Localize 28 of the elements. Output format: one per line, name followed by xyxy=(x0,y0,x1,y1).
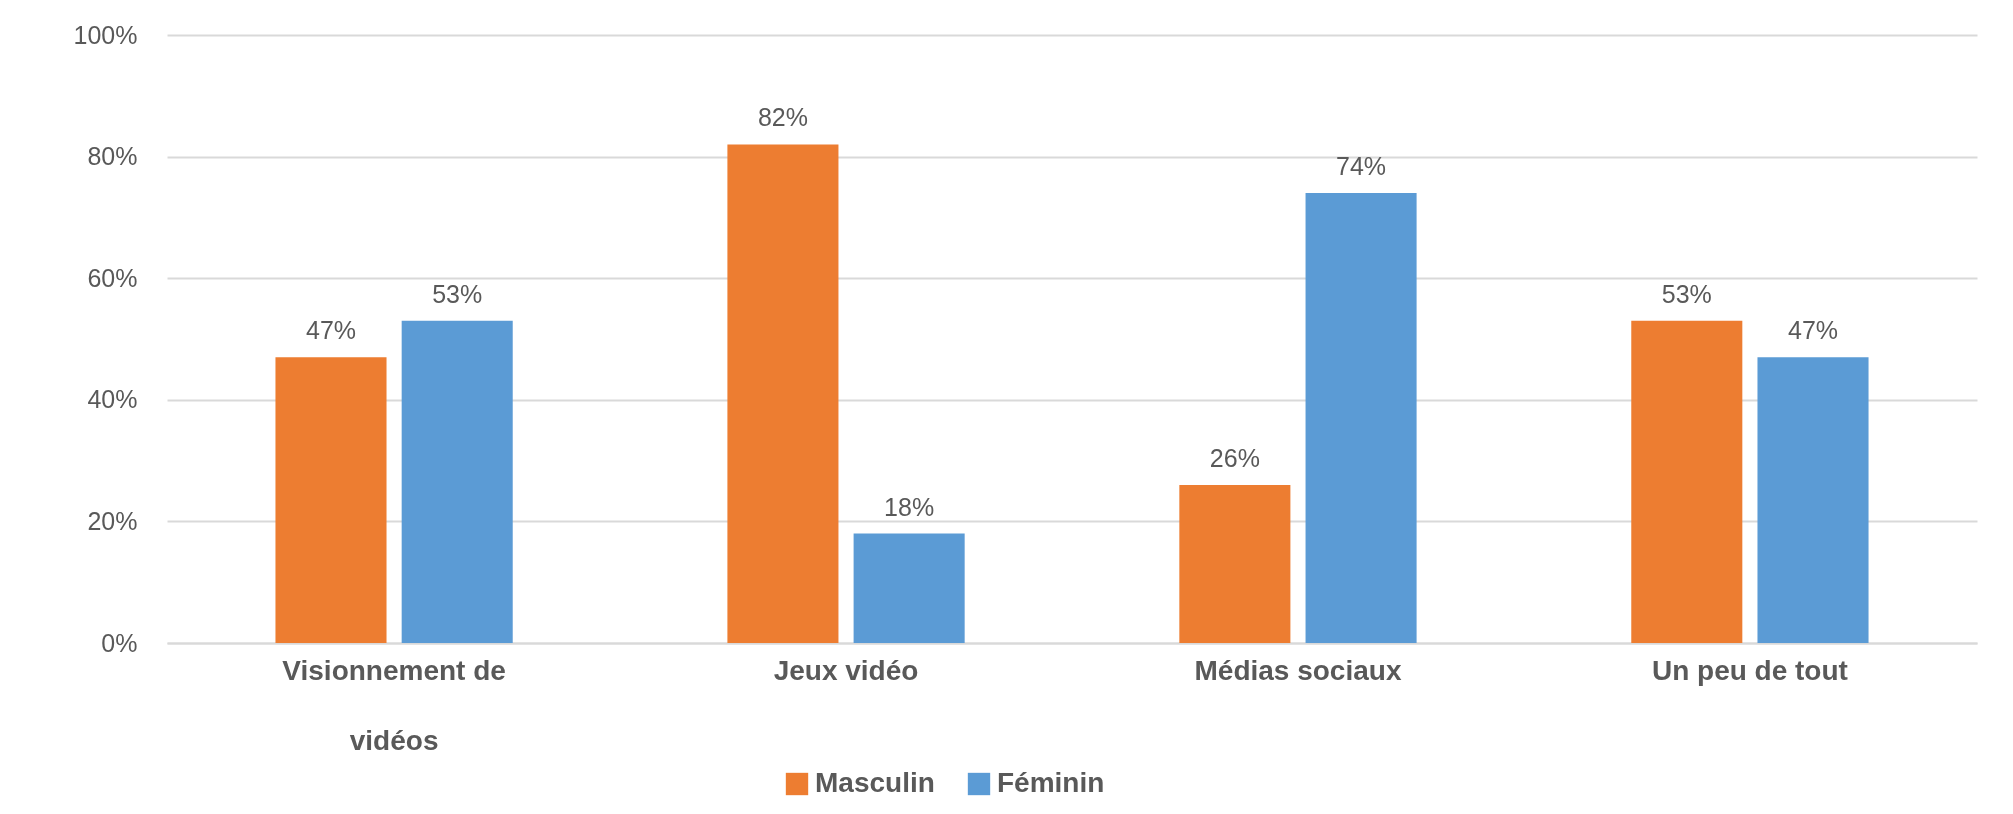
legend-label: Féminin xyxy=(997,767,1105,798)
data-label: 74% xyxy=(1336,152,1387,181)
x-tick-label: Jeux vidéo xyxy=(773,654,919,686)
x-tick-label: Médias sociaux xyxy=(1194,654,1402,686)
bar xyxy=(1631,320,1743,643)
data-label: 47% xyxy=(1787,316,1839,345)
data-label: 53% xyxy=(1661,279,1712,308)
data-label: 53% xyxy=(432,279,483,308)
data-label: 26% xyxy=(1209,443,1260,472)
bar xyxy=(1179,484,1291,643)
bar xyxy=(853,533,965,643)
y-tick-label: 40% xyxy=(87,385,138,414)
y-tick-label: 100% xyxy=(73,20,138,49)
legend-label: Masculin xyxy=(815,767,935,798)
bar xyxy=(401,320,513,643)
category-label: Visionnement de vidéos xyxy=(282,654,506,756)
bar xyxy=(275,357,387,643)
x-tick-label: Un peu de tout xyxy=(1651,654,1848,686)
y-tick-label: 80% xyxy=(87,142,138,171)
data-label: 18% xyxy=(884,492,935,521)
y-tick-label: 0% xyxy=(101,628,138,657)
y-tick-label: 60% xyxy=(87,263,138,292)
data-label: 82% xyxy=(757,103,808,132)
bar xyxy=(1757,357,1869,643)
y-tick-label: 20% xyxy=(87,506,138,535)
data-label: 47% xyxy=(305,316,357,345)
bar xyxy=(727,144,839,643)
bar xyxy=(1305,193,1417,643)
